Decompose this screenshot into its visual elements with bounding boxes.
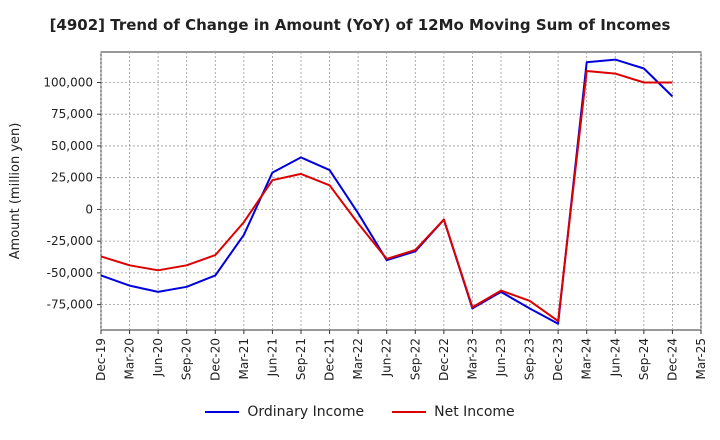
x-tick-label: Jun-22 <box>380 338 394 377</box>
x-tick-label: Jun-21 <box>265 338 279 377</box>
x-tick-label: Sep-23 <box>523 338 537 380</box>
x-tick-label: Mar-23 <box>465 338 479 379</box>
x-tick-label: Dec-21 <box>323 338 337 381</box>
legend-item-net-income: Net Income <box>392 404 515 420</box>
legend-item-ordinary-income: Ordinary Income <box>205 404 364 420</box>
x-tick-label: Sep-20 <box>180 338 194 380</box>
x-tick-label: Dec-22 <box>437 338 451 381</box>
x-tick-label: Jun-24 <box>608 338 622 377</box>
x-tick-label: Dec-20 <box>208 338 222 381</box>
x-tick-label: Dec-24 <box>665 338 679 381</box>
series-line-net-income <box>100 70 673 323</box>
axes: Dec-19 Mar-20 Jun-20 Sep-20 Dec-20 Mar-21 Jun-… <box>43 75 708 380</box>
y-tick-label: -25,000 <box>47 234 93 248</box>
y-tick-label: 0 <box>85 202 93 216</box>
x-tick-label: Mar-22 <box>351 338 365 379</box>
x-tick-label: Sep-24 <box>637 338 651 380</box>
x-tick-label: Sep-21 <box>294 338 308 380</box>
y-tick-label: 100,000 <box>43 75 93 89</box>
plot-frame <box>100 51 702 331</box>
series-lines <box>100 58 674 325</box>
x-tick-label: Mar-20 <box>123 338 137 379</box>
y-tick-label: -75,000 <box>47 298 93 312</box>
y-axis-title: Amount (million yen) <box>8 123 23 260</box>
y-tick-label: 50,000 <box>51 139 93 153</box>
legend-swatch-net-income <box>392 411 427 413</box>
chart-title: [4902] Trend of Change in Amount (YoY) o… <box>49 16 671 34</box>
x-tick-label: Mar-24 <box>580 338 594 379</box>
legend-label-net-income: Net Income <box>434 404 515 420</box>
y-tick-label: 25,000 <box>51 171 93 185</box>
y-tick-label: -50,000 <box>47 266 93 280</box>
legend: Ordinary Income Net Income <box>0 404 720 420</box>
x-tick-label: Dec-23 <box>551 338 565 381</box>
x-tick-label: Mar-21 <box>237 338 251 379</box>
x-tick-label: Sep-22 <box>408 338 422 380</box>
x-tick-label: Dec-19 <box>94 338 108 381</box>
grid <box>100 51 702 331</box>
x-tick-label: Jun-23 <box>494 338 508 377</box>
x-tick-label: Mar-25 <box>694 338 708 379</box>
x-tick-label: Jun-20 <box>151 338 165 377</box>
y-tick-label: 75,000 <box>51 107 93 121</box>
legend-swatch-ordinary-income <box>205 411 240 413</box>
legend-label-ordinary-income: Ordinary Income <box>247 404 365 420</box>
